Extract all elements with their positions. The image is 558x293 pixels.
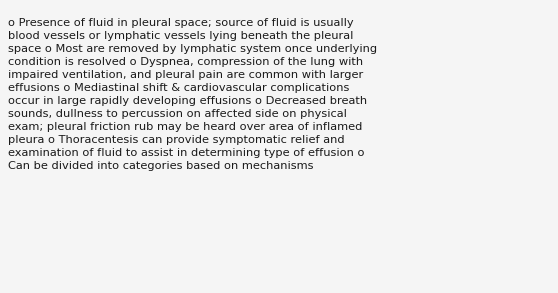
Text: o Presence of fluid in pleural space; source of fluid is usually
blood vessels o: o Presence of fluid in pleural space; so… — [8, 18, 377, 171]
